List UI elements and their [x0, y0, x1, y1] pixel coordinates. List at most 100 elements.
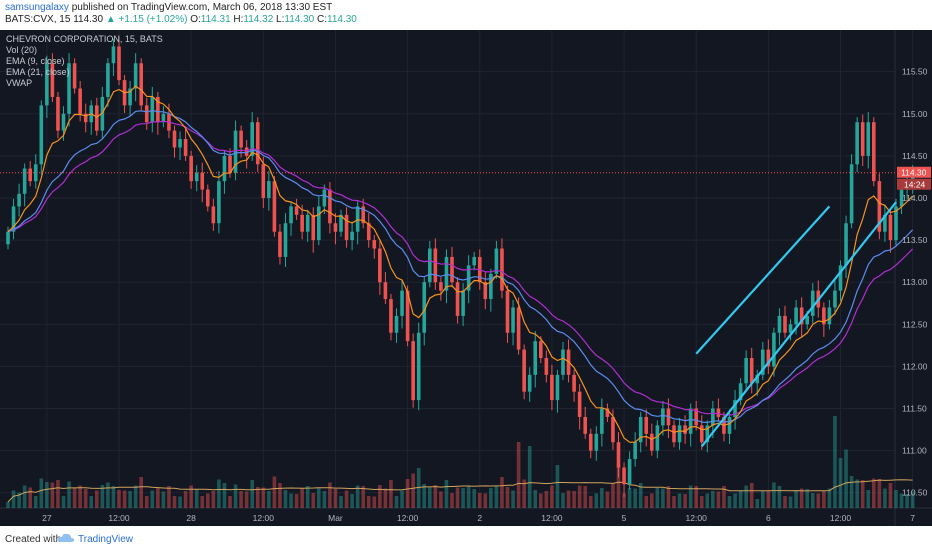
candle-body — [772, 332, 776, 367]
volume-bar — [122, 490, 127, 508]
candle-body — [827, 307, 832, 325]
candle-body — [777, 315, 782, 333]
volume-bar — [172, 496, 177, 508]
candle-body — [755, 374, 760, 384]
candle-body — [106, 63, 110, 97]
volume-bar — [272, 476, 277, 508]
candle-body — [372, 240, 377, 249]
author-link[interactable]: samsungalaxy — [5, 2, 69, 13]
candle-body — [133, 63, 138, 89]
time-tick-label: 12:00 — [397, 513, 419, 523]
volume-bar — [61, 496, 66, 508]
candle-body — [433, 248, 438, 283]
candle-body — [22, 168, 27, 194]
candle-body — [444, 256, 449, 291]
time-tick-label: Mar — [328, 513, 343, 523]
legend-volume[interactable]: Vol (20) — [6, 45, 38, 55]
high-label: H: — [233, 14, 244, 25]
symbol-label: BATS:CVX, 15 — [5, 14, 71, 25]
ema21-line — [7, 109, 914, 424]
volume-bar — [872, 478, 876, 508]
candle-body — [400, 290, 404, 316]
volume-bar — [178, 496, 182, 508]
low-label: L: — [276, 14, 285, 25]
time-tick-label: 7 — [910, 513, 915, 523]
volume-bar — [361, 486, 365, 508]
volume-bar — [761, 490, 765, 508]
volume-bar — [472, 489, 476, 508]
candle-body — [228, 155, 232, 173]
candle-body — [822, 307, 826, 325]
candle-body — [638, 416, 643, 443]
volume-bar — [439, 491, 443, 508]
volume-bar — [411, 473, 415, 508]
created-with-text: Created with — [5, 534, 62, 545]
volume-bar — [738, 491, 743, 508]
legend-ema21[interactable]: EMA (21, close) — [6, 67, 70, 77]
volume-bar — [633, 488, 637, 508]
candle-body — [261, 164, 266, 198]
volume-bar — [766, 491, 771, 508]
volume-bar — [905, 494, 909, 508]
candle-body — [600, 408, 604, 434]
candle-body — [161, 113, 166, 123]
volume-bar — [200, 496, 205, 508]
candle-body — [661, 408, 665, 426]
candle-body — [422, 282, 427, 333]
volume-bar — [688, 485, 693, 508]
candle-body — [194, 172, 199, 182]
legend-ema9[interactable]: EMA (9, close) — [6, 56, 65, 66]
candle-body — [50, 63, 55, 97]
tradingview-link[interactable]: TradingView — [78, 534, 134, 545]
candle-body — [300, 214, 304, 232]
candle-body — [416, 332, 421, 401]
candle-body — [61, 113, 66, 131]
volume-bar — [877, 479, 882, 508]
volume-bar — [716, 491, 721, 508]
volume-bar — [72, 488, 77, 508]
volume-bar — [849, 476, 854, 508]
price-tick-label: 115.50 — [902, 67, 928, 77]
chart-area[interactable]: 110.50 111.00 111.50 112.00 112.50 113.00 113.… — [0, 30, 932, 526]
price-chart[interactable]: 110.50 111.00 111.50 112.00 112.50 113.00 113.… — [0, 30, 932, 526]
candle-body — [461, 290, 465, 316]
volume-bar — [239, 491, 243, 508]
open-value: 114.31 — [200, 14, 231, 25]
volume-bar — [844, 449, 848, 508]
volume-bar — [383, 488, 388, 508]
candle-body — [805, 315, 809, 325]
legend-title: CHEVRON CORPORATION, 15, BATS — [6, 34, 163, 44]
candle-body — [56, 96, 60, 131]
candle-body — [883, 214, 887, 232]
candle-body — [450, 256, 454, 283]
volume-bar — [539, 493, 543, 508]
candle-body — [849, 164, 854, 224]
candle-body — [366, 223, 371, 241]
volume-bar — [866, 490, 871, 508]
last-price-tag — [897, 166, 931, 178]
volume-bar — [416, 468, 421, 508]
candle-body — [833, 290, 837, 308]
volume-bar — [727, 496, 732, 508]
candle-body — [727, 416, 732, 434]
close-label: C: — [317, 14, 327, 25]
candle-body — [894, 206, 898, 241]
volume-bar — [483, 493, 488, 508]
candle-body — [611, 416, 615, 443]
volume-bar — [860, 480, 865, 508]
candle-body — [616, 442, 621, 468]
legend-vwap[interactable]: VWAP — [6, 78, 33, 88]
volume-bar — [95, 490, 99, 508]
candle-body — [150, 96, 155, 123]
volume-bar — [444, 480, 449, 508]
volume-bar — [600, 488, 604, 508]
candle-body — [78, 88, 82, 114]
volume-bar — [566, 490, 571, 508]
candle-body — [211, 206, 216, 224]
volume-bar — [450, 493, 454, 508]
volume-bar — [583, 486, 587, 508]
volume-bar — [344, 490, 349, 508]
candle-body — [311, 214, 316, 241]
candle-body — [72, 63, 77, 89]
channel-upper-line — [695, 205, 831, 355]
